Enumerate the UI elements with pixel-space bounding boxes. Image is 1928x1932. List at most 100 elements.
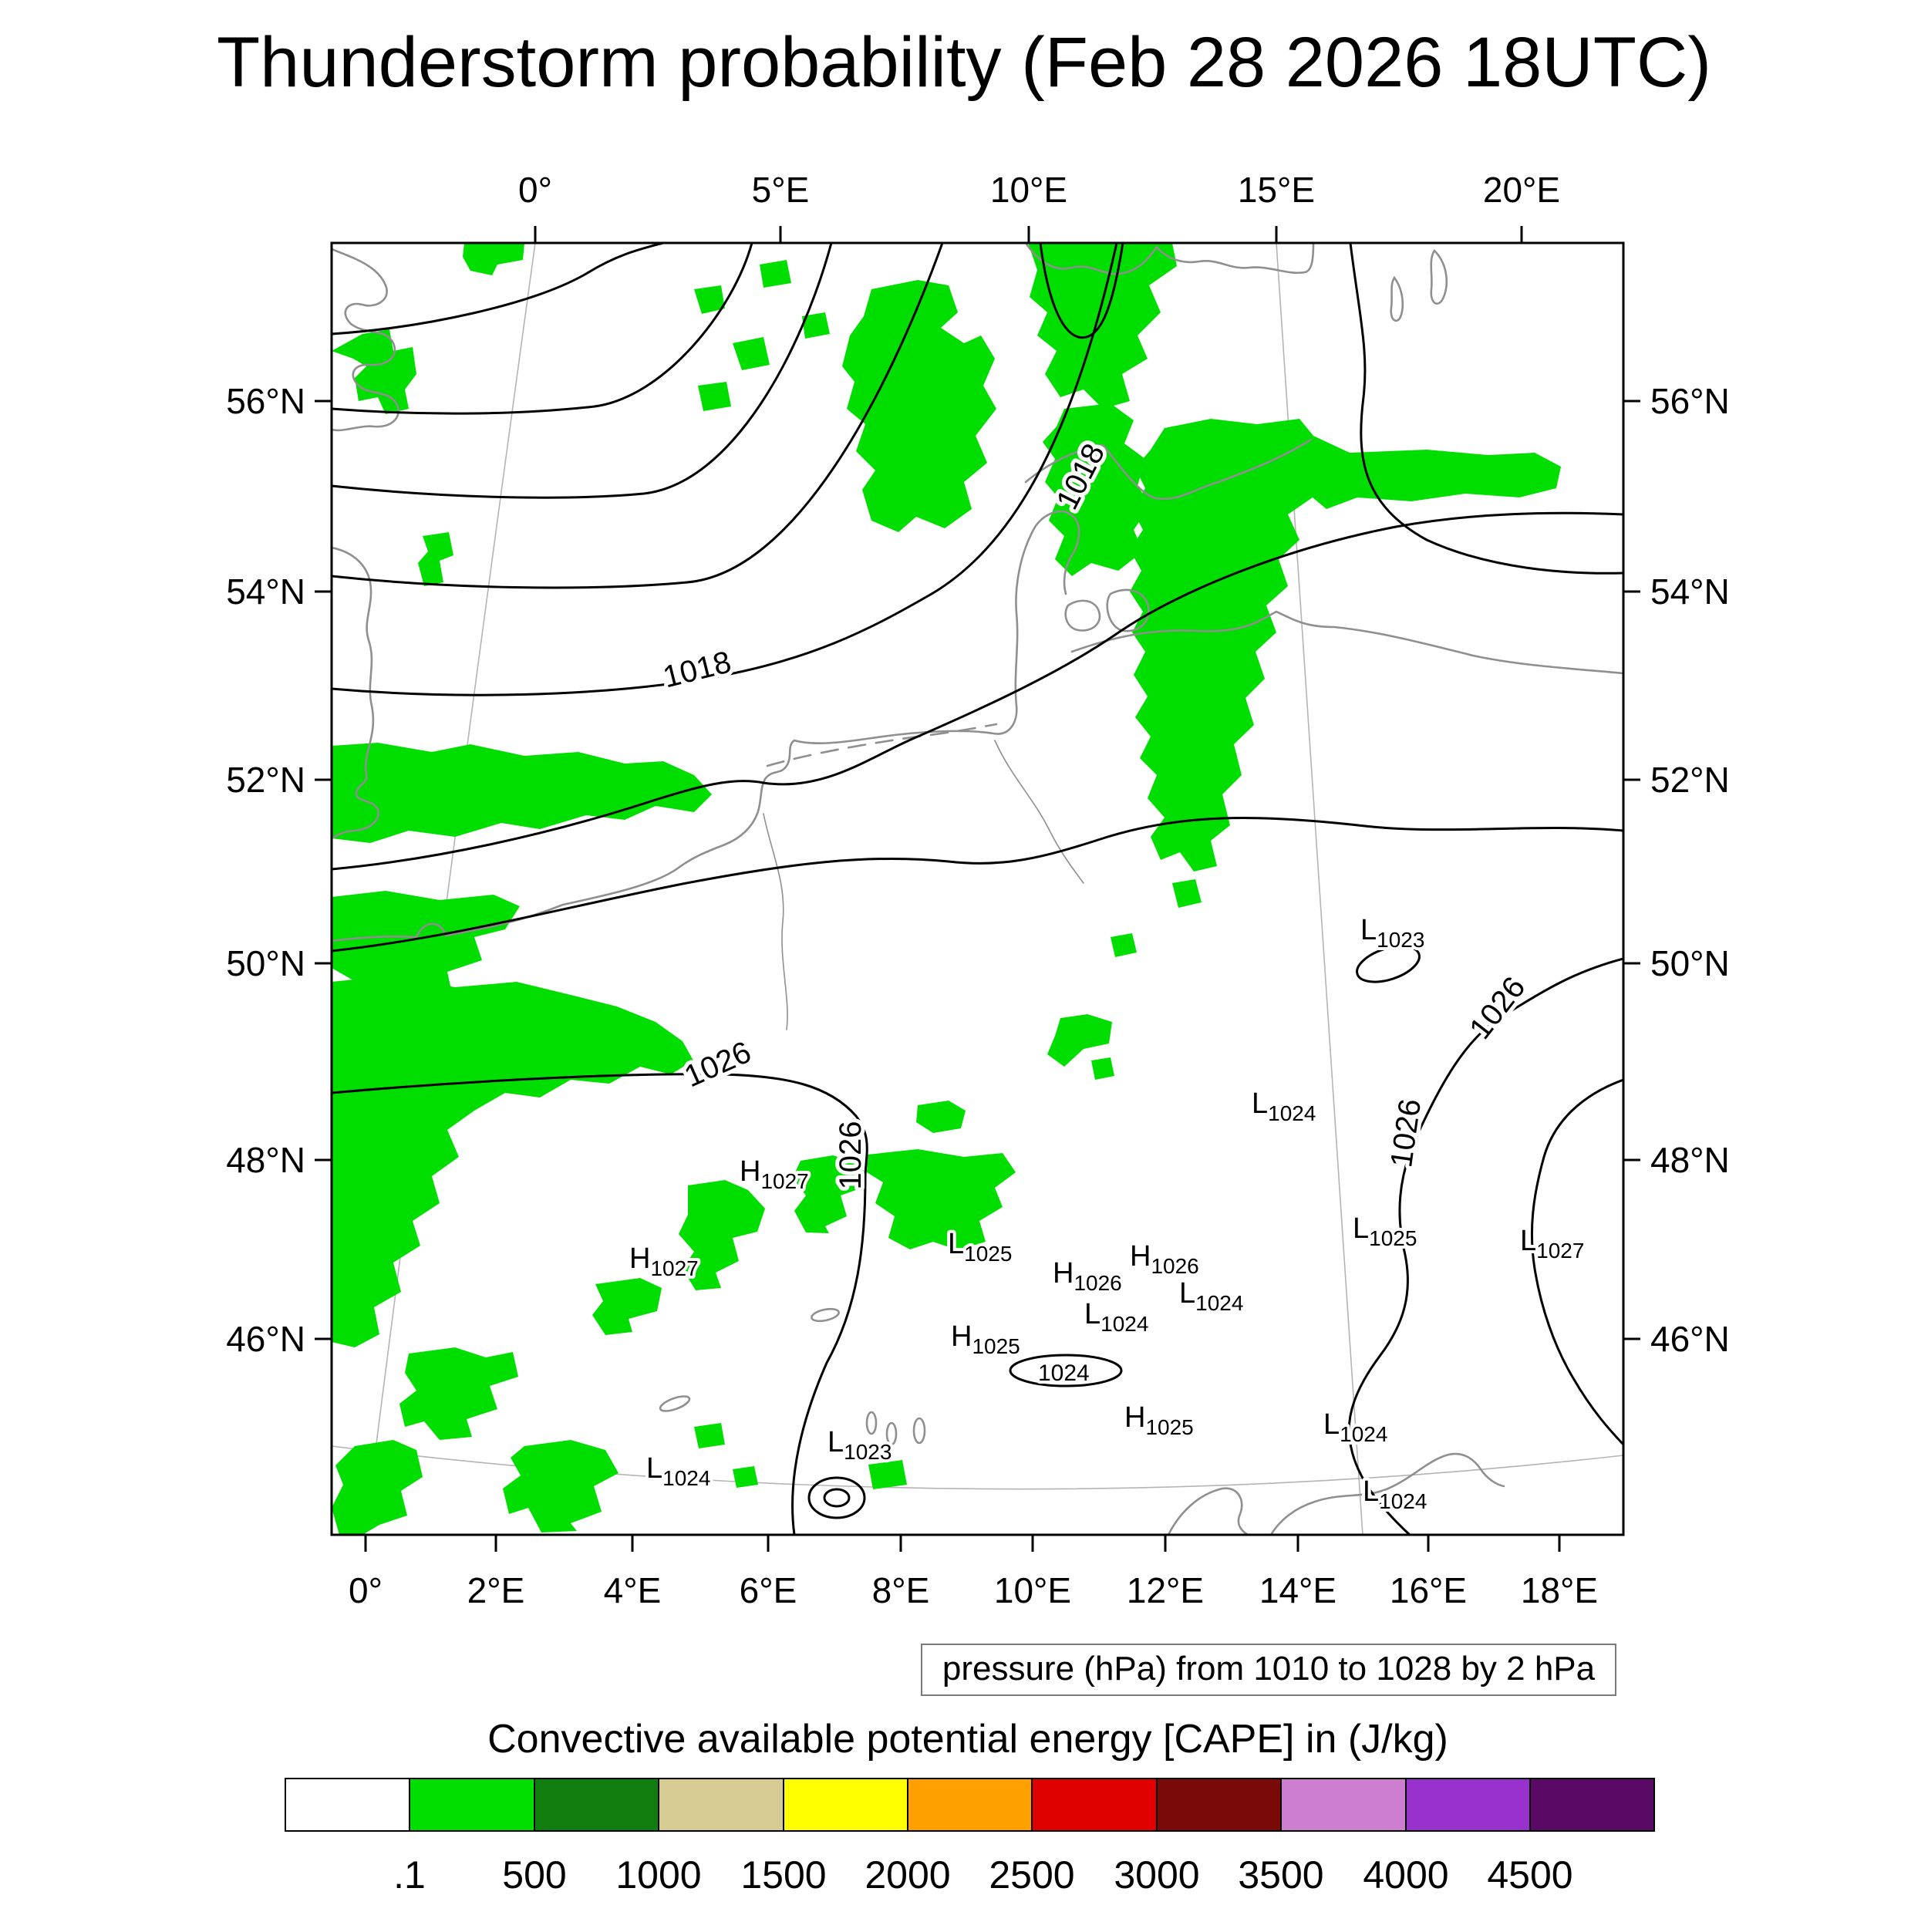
pressure-centre: H1025: [951, 1320, 1020, 1358]
cape-region: [332, 976, 693, 1347]
axis-labels-left: 56°N 54°N 52°N 50°N 48°N 46°N: [226, 381, 305, 1359]
contour-label: 1026: [1384, 1097, 1427, 1169]
pressure-centre-labels: L1023 L1024 H1027 H1027 L1025 H1026 H102…: [626, 911, 1587, 1516]
lat-label-right: 54°N: [1650, 572, 1730, 612]
colorbar-cell: [1280, 1778, 1407, 1832]
pressure-centre: L1024: [1252, 1087, 1316, 1125]
cape-region: [1028, 243, 1177, 409]
lat-label-right: 52°N: [1650, 760, 1730, 800]
lake-garda: [912, 1417, 926, 1445]
colorbar-tick: 4000: [1363, 1853, 1448, 1897]
cape-region: [842, 280, 996, 532]
colorbar-tick: 4500: [1487, 1853, 1572, 1897]
colorbar-cell: [658, 1778, 784, 1832]
isobar-closed-bottom-inner: [823, 1488, 851, 1508]
isobar-bottom-right: [1530, 1078, 1623, 1446]
coast-adriatic-west: [1167, 1487, 1249, 1535]
coast-island-gotland: [1430, 248, 1448, 305]
lon-label-top: 15°E: [1238, 170, 1315, 210]
coast-frisian-islands: [766, 723, 998, 767]
coastlines: [332, 243, 1623, 1535]
cape-region: [1043, 403, 1151, 576]
cape-region: [332, 329, 416, 414]
coast-scandinavia-top: [1024, 243, 1315, 275]
pressure-contours: [332, 243, 1623, 1535]
cape-region: [418, 532, 453, 586]
pressure-centre: L1023: [1360, 914, 1424, 952]
colorbar-cell: [1529, 1778, 1655, 1832]
pressure-centre: L1024: [1084, 1298, 1148, 1336]
lon-label-top: 20°E: [1483, 170, 1560, 210]
lon-label-bottom: 16°E: [1390, 1570, 1467, 1610]
contour-label: 1018: [659, 645, 734, 694]
contour-label: 1024: [1038, 1360, 1090, 1386]
coast-island-oland: [1390, 275, 1404, 322]
pressure-centre: L1024: [1323, 1408, 1387, 1446]
lon-label-top: 0°: [518, 170, 552, 210]
cape-region: [332, 1440, 423, 1535]
lon-label-bottom: 4°E: [604, 1570, 662, 1610]
pressure-centre: L1024: [1363, 1475, 1427, 1513]
cape-region: [760, 260, 791, 288]
coast-danish-island-zealand: [1106, 588, 1150, 632]
lat-label-left: 46°N: [226, 1319, 305, 1359]
isobar-closed-bottom-outer: [807, 1476, 866, 1519]
pressure-centre: L1025: [948, 1228, 1012, 1266]
lon-label-bottom: 2°E: [467, 1570, 525, 1610]
cape-shaded-regions: [332, 243, 1561, 1535]
contour-label: 1026: [1463, 970, 1532, 1045]
cape-region: [694, 1423, 725, 1448]
lake-como: [885, 1421, 898, 1446]
cape-region: [503, 1440, 619, 1532]
colorbar-tick-labels: .1 500 1000 1500 2000 2500 3000 3500 400…: [393, 1853, 1572, 1897]
lon-label-bottom: 12°E: [1127, 1570, 1204, 1610]
isobar-1026-west: [332, 1073, 868, 1535]
cape-region: [592, 1278, 662, 1335]
colorbar-cell: [285, 1778, 410, 1832]
isobar-1014: [332, 243, 833, 499]
lon-label-bottom: 18°E: [1521, 1570, 1598, 1610]
coast-baltic-south: [1070, 610, 1623, 675]
axis-ticks: [315, 226, 1640, 1552]
cape-region: [679, 1180, 765, 1290]
meridian-0E: [364, 243, 536, 1535]
axis-labels-bottom: 0° 2°E 4°E 6°E 8°E 10°E 12°E 14°E 16°E 1…: [349, 1570, 1598, 1610]
lake-constance: [811, 1307, 840, 1323]
cape-region: [793, 1155, 864, 1233]
cape-region: [332, 891, 520, 992]
colorbar-cell: [534, 1778, 659, 1832]
lon-label-bottom: 0°: [349, 1570, 383, 1610]
pressure-note-box: [921, 1644, 1616, 1696]
isobar-closed-1024: [1009, 1354, 1123, 1387]
cape-region: [733, 1466, 758, 1488]
cape-region: [1111, 933, 1137, 957]
isobar-1016: [332, 243, 944, 589]
cape-region: [733, 337, 770, 370]
lat-label-left: 50°N: [226, 943, 305, 983]
colorbar-tick: 1500: [740, 1853, 826, 1897]
map-frame: [330, 241, 1625, 1536]
river-rhine: [763, 813, 788, 1030]
cape-region: [916, 1101, 966, 1133]
lat-label-right: 56°N: [1650, 381, 1730, 421]
lat-label-right: 50°N: [1650, 943, 1730, 983]
axis-labels-top: 0° 5°E 10°E 15°E 20°E: [518, 170, 1560, 210]
isobar-1022: [332, 816, 1623, 953]
lon-label-top: 5°E: [752, 170, 810, 210]
coast-sweden-south: [1024, 438, 1313, 501]
cape-region: [332, 743, 712, 843]
lat-label-left: 54°N: [226, 572, 305, 612]
colorbar-title: Convective available potential energy [C…: [487, 1717, 1448, 1762]
lon-label-bottom: 10°E: [994, 1570, 1071, 1610]
lon-label-top: 10°E: [990, 170, 1067, 210]
isobar-1010: [332, 243, 665, 335]
cape-region: [1091, 1057, 1114, 1080]
isobar-1026-east: [1347, 957, 1623, 1535]
colorbar: [285, 1778, 1655, 1832]
pressure-centre: H1027: [740, 1155, 809, 1193]
pressure-centre: L1024: [646, 1452, 710, 1490]
coast-danish-island-funen: [1064, 599, 1101, 632]
lon-label-bottom: 8°E: [872, 1570, 930, 1610]
colorbar-cell: [783, 1778, 908, 1832]
